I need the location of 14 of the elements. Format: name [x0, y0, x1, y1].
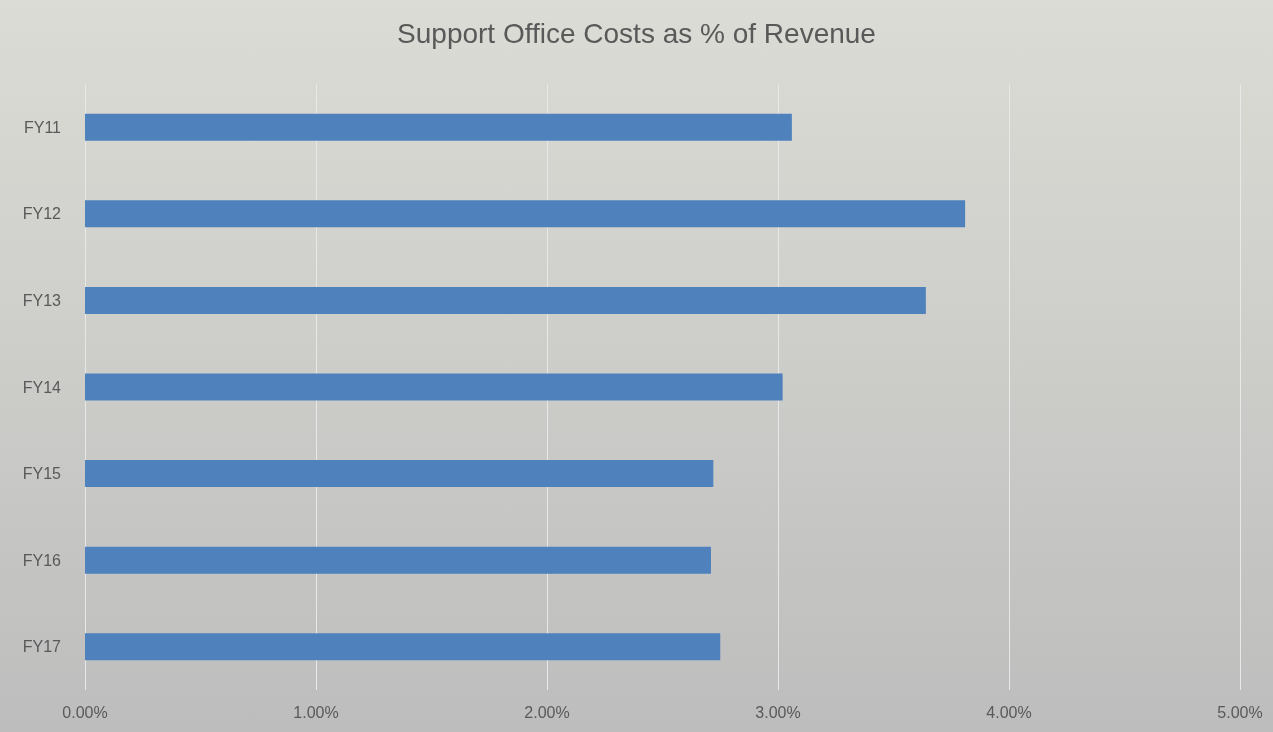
y-tick-label: FY13	[22, 291, 62, 309]
x-tick-label: 2.00%	[524, 703, 570, 721]
x-tick-label: 3.00%	[755, 703, 801, 721]
y-tick-label: FY17	[22, 638, 62, 656]
x-tick-label: 1.00%	[293, 703, 339, 721]
x-tick-label: 5.00%	[1217, 703, 1263, 721]
y-tick-label: FY14	[22, 378, 62, 396]
y-tick-label: FY11	[23, 118, 62, 136]
y-tick-label: FY16	[22, 551, 62, 569]
y-tick-label: FY12	[22, 205, 62, 223]
y-tick-label: FY15	[22, 465, 62, 483]
x-tick-label: 0.00%	[62, 703, 108, 721]
x-tick-label: 4.00%	[986, 703, 1032, 721]
chart-title: Support Office Costs as % of Revenue	[397, 17, 876, 49]
